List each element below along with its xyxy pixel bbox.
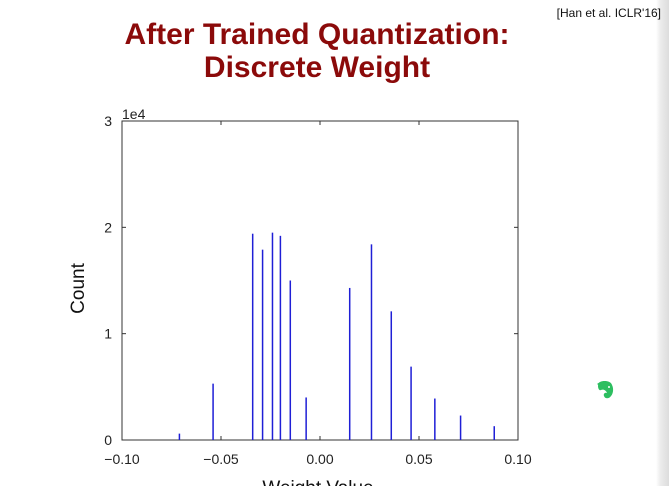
- slide-title: After Trained Quantization: Discrete Wei…: [0, 18, 634, 84]
- histogram-bar: [212, 383, 214, 440]
- plot-border: [121, 120, 519, 441]
- histogram-bar: [493, 426, 495, 440]
- x-tick-label: −0.10: [104, 451, 140, 467]
- histogram-bars: [178, 232, 495, 440]
- y-tick-label: 3: [104, 113, 112, 129]
- histogram-bar: [410, 366, 412, 440]
- histogram-bar: [370, 244, 373, 440]
- histogram-bar: [178, 433, 181, 440]
- histogram-bar: [251, 233, 254, 440]
- evernote-elephant-icon[interactable]: [594, 379, 616, 401]
- histogram-bar: [289, 280, 292, 440]
- x-axis-ticks: −0.10 −0.05 0.00 0.05 0.10: [104, 121, 532, 467]
- histogram-bar: [434, 398, 436, 440]
- y-tick-label: 2: [104, 219, 112, 235]
- x-tick-label: −0.05: [203, 451, 239, 467]
- histogram-bar: [459, 415, 462, 440]
- histogram-bar: [271, 232, 274, 440]
- histogram-bar: [305, 397, 307, 440]
- y-axis-label: Count: [68, 262, 89, 313]
- title-line-2: Discrete Weight: [203, 51, 431, 84]
- y-tick-label: 0: [104, 432, 112, 448]
- x-tick-label: 0.05: [405, 451, 432, 467]
- citation: [Han et al. ICLR'16]: [556, 6, 661, 20]
- y-axis-ticks: 0 1 2 3: [104, 113, 518, 448]
- histogram-bar: [390, 311, 393, 440]
- y-tick-label: 1: [104, 326, 112, 342]
- title-line-1: After Trained Quantization:: [124, 18, 510, 51]
- histogram-bar: [348, 287, 351, 440]
- x-tick-label: 0.00: [306, 451, 333, 467]
- x-axis-label: Weight Value: [262, 478, 373, 486]
- slide-edge-shadow: [656, 0, 669, 486]
- plot-frame: [121, 120, 519, 441]
- y-axis-offset-label: 1e4: [122, 106, 146, 122]
- x-tick-label: 0.10: [504, 451, 531, 467]
- histogram-bar: [279, 235, 282, 440]
- histogram-bar: [261, 249, 264, 440]
